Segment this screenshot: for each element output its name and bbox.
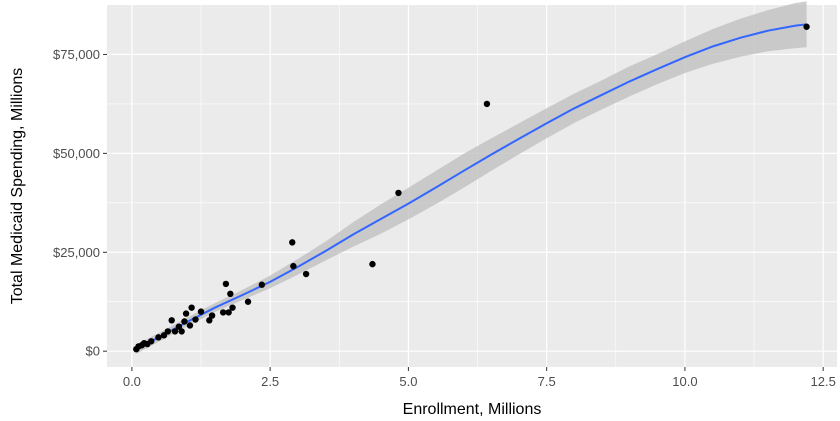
plot-panel [107,5,837,367]
data-point [168,317,175,324]
data-point [186,322,194,329]
data-point [188,304,195,311]
minor-gridlines [107,5,837,367]
data-point [171,328,179,335]
x-tick-label: 0.0 [123,374,141,389]
y-axis-ticks: $0 $25,000 $50,000 $75,000 [53,47,107,359]
data-point [290,262,297,270]
data-point [227,290,234,298]
data-point [395,189,402,197]
data-point [206,317,213,324]
major-gridlines [107,5,837,367]
x-tick-label: 10.0 [672,374,697,389]
data-points [133,23,810,353]
x-tick-label: 5.0 [399,374,417,389]
data-point [192,316,199,323]
data-point [229,304,236,311]
x-tick-label: 7.5 [538,374,556,389]
data-point [182,310,190,317]
data-point [175,323,183,330]
data-point [289,239,296,246]
x-axis-ticks: 0.0 2.5 5.0 7.5 10.0 12.5 [123,367,836,389]
data-point [148,338,155,345]
y-tick-label: $75,000 [53,47,100,62]
data-point [197,308,205,315]
y-tick-label: $0 [86,344,100,359]
data-point [244,298,252,305]
data-point [803,23,810,30]
y-tick-label: $25,000 [53,245,100,260]
data-point [219,309,227,316]
smooth-fit-line [135,23,807,351]
data-point [222,280,230,288]
y-axis-title: Total Medicaid Spending, Millions [9,68,26,305]
data-point [302,270,310,278]
confidence-band [136,1,807,354]
data-point [160,332,168,339]
data-point [155,334,162,341]
data-point [208,312,216,319]
data-point [164,328,172,335]
data-point [483,100,491,108]
x-axis-title: Enrollment, Millions [403,401,542,418]
data-point [181,318,188,325]
y-tick-label: $50,000 [53,146,100,161]
data-point [369,260,376,268]
data-point [258,281,266,288]
x-tick-label: 2.5 [261,374,279,389]
data-point [225,309,232,316]
data-point [178,328,185,335]
x-tick-label: 12.5 [811,374,836,389]
